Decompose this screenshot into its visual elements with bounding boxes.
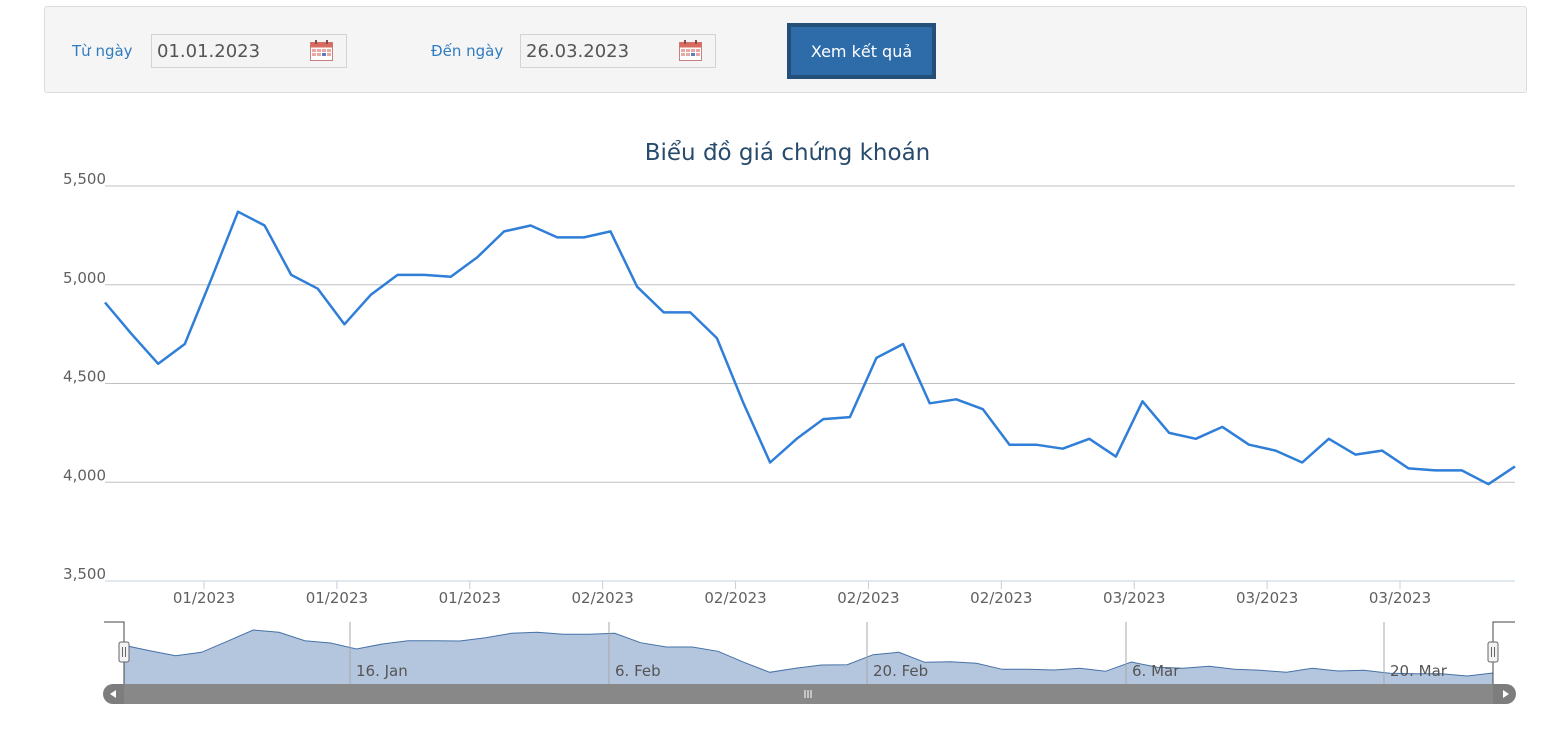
navigator-label: 6. Mar [1132, 662, 1180, 680]
navigator-label: 16. Jan [356, 662, 408, 680]
data-point[interactable] [631, 281, 643, 293]
data-point[interactable] [658, 306, 670, 318]
to-date-field[interactable] [520, 34, 716, 68]
data-point[interactable] [1004, 439, 1016, 451]
data-point[interactable] [1456, 464, 1468, 476]
from-date-label: Từ ngày [72, 42, 133, 60]
data-point[interactable] [179, 338, 191, 350]
calendar-icon[interactable] [679, 40, 702, 61]
data-point[interactable] [1083, 433, 1095, 445]
data-point[interactable] [99, 297, 111, 309]
data-point[interactable] [1057, 443, 1069, 455]
y-tick-label: 5,500 [63, 170, 106, 188]
scroll-right-arrow-icon[interactable] [1503, 690, 1509, 698]
data-point[interactable] [737, 397, 749, 409]
x-tick-label: 02/2023 [572, 589, 634, 607]
x-tick-label: 02/2023 [704, 589, 766, 607]
data-point[interactable] [365, 289, 377, 301]
data-point[interactable] [1429, 464, 1441, 476]
data-point[interactable] [285, 269, 297, 281]
data-point[interactable] [1216, 421, 1228, 433]
handle-body[interactable] [118, 641, 130, 663]
x-tick-label: 03/2023 [1236, 589, 1298, 607]
data-point[interactable] [259, 220, 271, 232]
data-point[interactable] [684, 306, 696, 318]
data-point[interactable] [525, 220, 537, 232]
data-point[interactable] [418, 269, 430, 281]
data-point[interactable] [791, 433, 803, 445]
data-point[interactable] [498, 225, 510, 237]
data-point[interactable] [1349, 449, 1361, 461]
data-point[interactable] [445, 271, 457, 283]
data-point[interactable] [312, 283, 324, 295]
data-point[interactable] [844, 411, 856, 423]
data-point[interactable] [152, 358, 164, 370]
data-point[interactable] [126, 328, 138, 340]
data-point[interactable] [551, 231, 563, 243]
data-point[interactable] [578, 231, 590, 243]
x-tick-label: 02/2023 [837, 589, 899, 607]
data-point[interactable] [1323, 433, 1335, 445]
navigator-line [123, 629, 1494, 677]
x-tick-label: 01/2023 [439, 589, 501, 607]
from-date-field[interactable] [151, 34, 347, 68]
data-point[interactable] [1482, 478, 1494, 490]
navigator-label: 20. Mar [1390, 662, 1448, 680]
data-point[interactable] [817, 413, 829, 425]
data-point[interactable] [764, 457, 776, 469]
handle-body[interactable] [1487, 641, 1499, 663]
data-point[interactable] [392, 269, 404, 281]
data-point[interactable] [1110, 451, 1122, 463]
data-point[interactable] [950, 393, 962, 405]
data-point[interactable] [1270, 445, 1282, 457]
x-tick-label: 03/2023 [1369, 589, 1431, 607]
y-tick-label: 3,500 [63, 565, 106, 583]
navigator-area [124, 630, 1493, 684]
y-tick-label: 4,000 [63, 466, 106, 484]
data-point[interactable] [205, 273, 217, 285]
navigator-outline-left [104, 621, 125, 684]
data-point[interactable] [1376, 445, 1388, 457]
y-tick-label: 5,000 [63, 269, 106, 287]
from-date-input[interactable] [152, 35, 302, 67]
price-series-line [104, 210, 1516, 486]
to-date-input[interactable] [521, 35, 671, 67]
data-point[interactable] [1296, 457, 1308, 469]
scroll-left-arrow-icon[interactable] [110, 690, 116, 698]
x-tick-label: 01/2023 [173, 589, 235, 607]
data-point[interactable] [232, 206, 244, 218]
calendar-icon[interactable] [310, 40, 333, 61]
navigator-label: 20. Feb [873, 662, 928, 680]
data-point[interactable] [897, 338, 909, 350]
view-results-button[interactable]: Xem kết quả [787, 23, 936, 79]
navigator-outline-right [1492, 621, 1515, 684]
data-point[interactable] [711, 332, 723, 344]
navigator-right-handle[interactable] [1487, 641, 1499, 663]
data-point[interactable] [1163, 427, 1175, 439]
x-tick-label: 03/2023 [1103, 589, 1165, 607]
y-tick-label: 4,500 [63, 368, 106, 386]
x-tick-label: 02/2023 [970, 589, 1032, 607]
data-point[interactable] [1243, 439, 1255, 451]
navigator-label: 6. Feb [615, 662, 661, 680]
x-tick-label: 01/2023 [306, 589, 368, 607]
data-point[interactable] [1030, 439, 1042, 451]
data-point[interactable] [1137, 395, 1149, 407]
data-point[interactable] [604, 225, 616, 237]
chart-title: Biểu đồ giá chứng khoán [644, 140, 931, 166]
navigator-left-handle[interactable] [118, 641, 130, 663]
to-date-label: Đến ngày [431, 42, 504, 60]
data-point[interactable] [471, 251, 483, 263]
data-point[interactable] [977, 403, 989, 415]
data-point[interactable] [1190, 433, 1202, 445]
data-point[interactable] [1403, 462, 1415, 474]
data-point[interactable] [338, 318, 350, 330]
date-filter-panel: Từ ngày Đến ngày Xem [44, 6, 1527, 93]
data-point[interactable] [924, 397, 936, 409]
data-point[interactable] [871, 352, 883, 364]
data-point[interactable] [1509, 460, 1521, 472]
